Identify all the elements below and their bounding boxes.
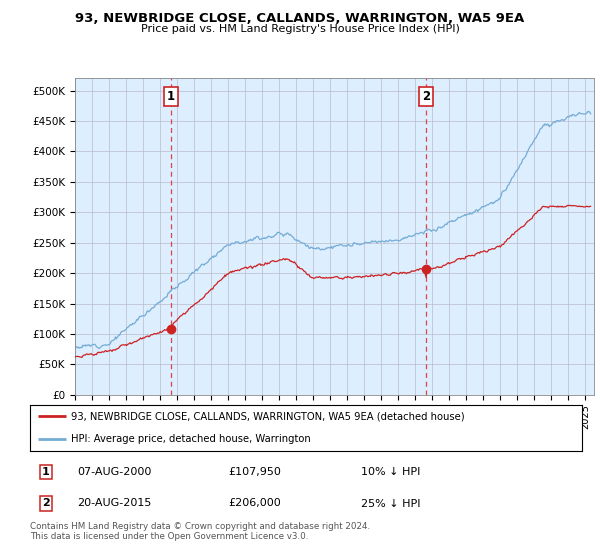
Text: £107,950: £107,950 (229, 467, 281, 477)
Text: 93, NEWBRIDGE CLOSE, CALLANDS, WARRINGTON, WA5 9EA (detached house): 93, NEWBRIDGE CLOSE, CALLANDS, WARRINGTO… (71, 412, 465, 421)
Text: 1: 1 (167, 90, 175, 103)
Text: 1: 1 (42, 467, 50, 477)
Text: Contains HM Land Registry data © Crown copyright and database right 2024.
This d: Contains HM Land Registry data © Crown c… (30, 522, 370, 542)
Text: 2: 2 (422, 90, 430, 103)
Text: 93, NEWBRIDGE CLOSE, CALLANDS, WARRINGTON, WA5 9EA: 93, NEWBRIDGE CLOSE, CALLANDS, WARRINGTO… (76, 12, 524, 25)
Text: 10% ↓ HPI: 10% ↓ HPI (361, 467, 421, 477)
Text: HPI: Average price, detached house, Warrington: HPI: Average price, detached house, Warr… (71, 435, 311, 444)
Text: 07-AUG-2000: 07-AUG-2000 (77, 467, 151, 477)
Text: 2: 2 (42, 498, 50, 508)
Text: Price paid vs. HM Land Registry's House Price Index (HPI): Price paid vs. HM Land Registry's House … (140, 24, 460, 34)
Text: £206,000: £206,000 (229, 498, 281, 508)
Text: 25% ↓ HPI: 25% ↓ HPI (361, 498, 421, 508)
Text: 20-AUG-2015: 20-AUG-2015 (77, 498, 151, 508)
